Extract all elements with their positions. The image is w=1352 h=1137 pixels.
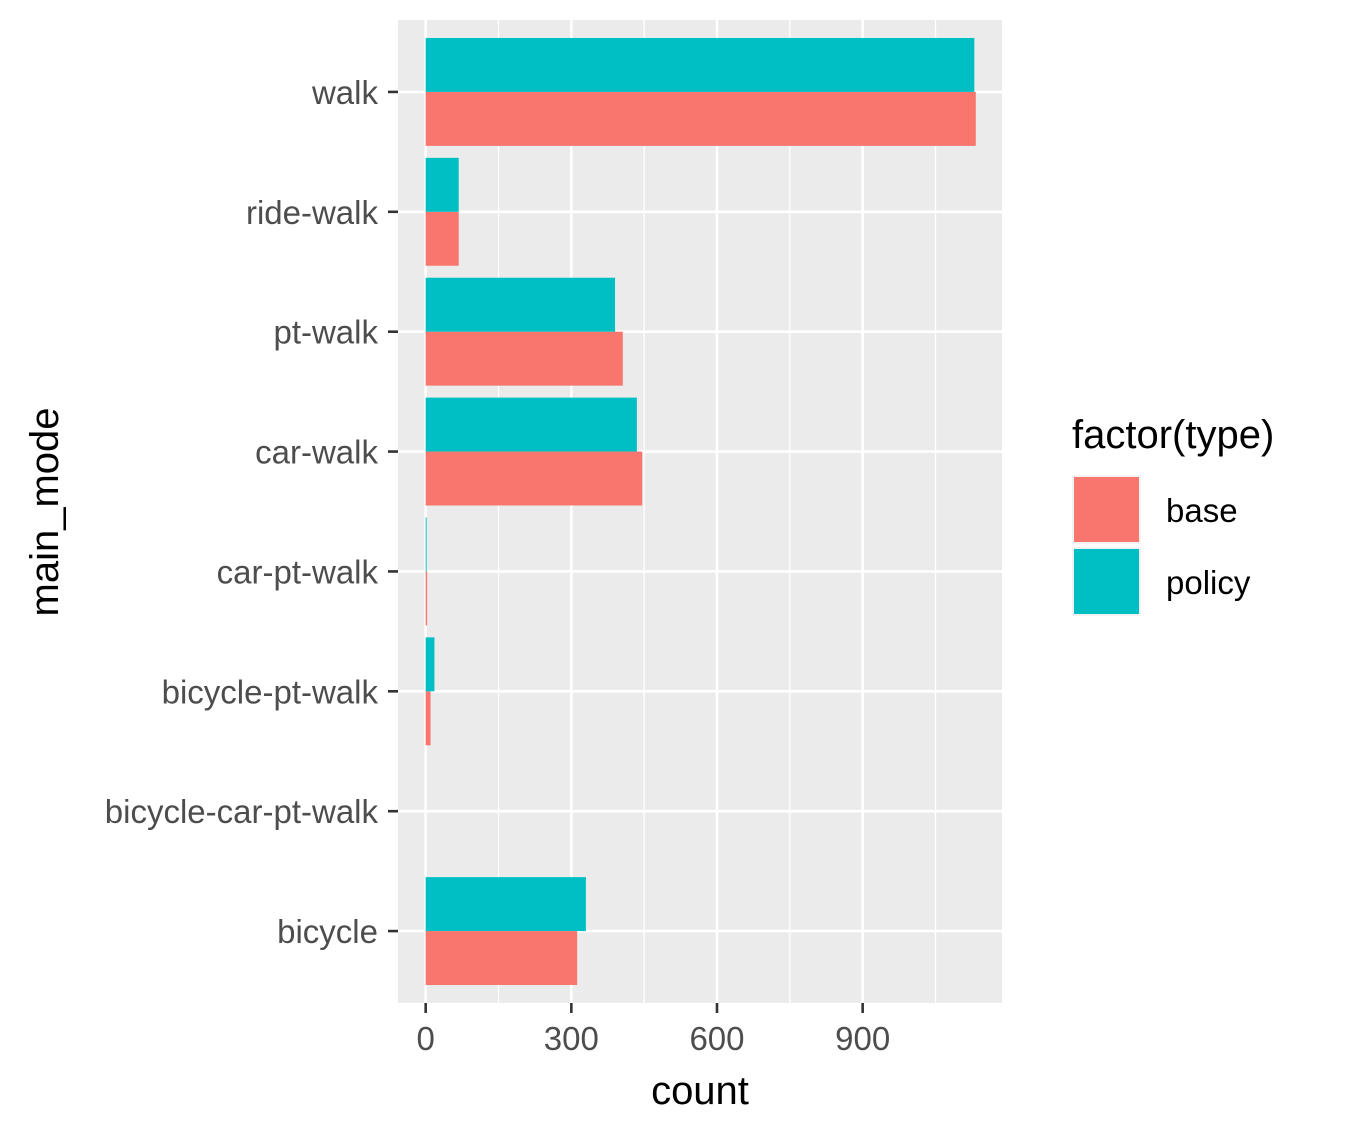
legend-key-policy	[1074, 549, 1139, 614]
legend: factor(type) base policy	[1072, 413, 1274, 616]
bar-policy-car-walk	[425, 397, 637, 452]
bar-base-walk	[425, 91, 976, 146]
bar-policy-ride-walk	[425, 157, 459, 212]
legend-key-base	[1074, 477, 1139, 542]
bar-base-bicycle	[425, 931, 578, 986]
y-tick-label: car-walk	[255, 434, 378, 471]
y-tick-label: bicycle	[277, 913, 378, 950]
y-tick-label: ride-walk	[246, 194, 379, 231]
plot-panel	[398, 20, 1002, 1003]
y-tick-label: bicycle-pt-walk	[162, 673, 379, 710]
bar-base-bicycle-pt-walk	[425, 691, 431, 746]
y-axis: bicycle bicycle-car-pt-walk bicycle-pt-wal…	[105, 74, 398, 950]
bars	[425, 37, 976, 986]
x-tick-label: 600	[689, 1020, 744, 1057]
x-axis: 0 300 600 900	[416, 1003, 890, 1057]
legend-items: base policy	[1072, 475, 1251, 616]
y-tick-label: pt-walk	[273, 314, 378, 351]
bar-base-car-pt-walk	[425, 571, 428, 626]
major-gridlines	[398, 20, 1002, 1003]
x-tick-label: 900	[835, 1020, 890, 1057]
x-tick-label: 300	[544, 1020, 599, 1057]
bar-base-ride-walk	[425, 211, 459, 266]
x-axis-title: count	[651, 1069, 749, 1113]
bar-base-pt-walk	[425, 331, 623, 386]
y-axis-title: main_mode	[23, 407, 67, 616]
bar-policy-bicycle-pt-walk	[425, 637, 435, 692]
bar-policy-walk	[425, 37, 975, 92]
minor-gridlines	[497, 20, 937, 1003]
y-tick-label: walk	[311, 74, 379, 111]
legend-label-policy: policy	[1166, 564, 1251, 601]
bar-base-car-walk	[425, 451, 643, 506]
x-tick-label: 0	[416, 1020, 434, 1057]
y-tick-label: car-pt-walk	[217, 553, 379, 590]
bar-policy-pt-walk	[425, 277, 616, 332]
y-tick-label: bicycle-car-pt-walk	[105, 793, 379, 830]
legend-title: factor(type)	[1072, 413, 1274, 457]
legend-label-base: base	[1166, 492, 1238, 529]
bar-policy-car-pt-walk	[425, 517, 427, 572]
bar-policy-bicycle	[425, 877, 586, 932]
